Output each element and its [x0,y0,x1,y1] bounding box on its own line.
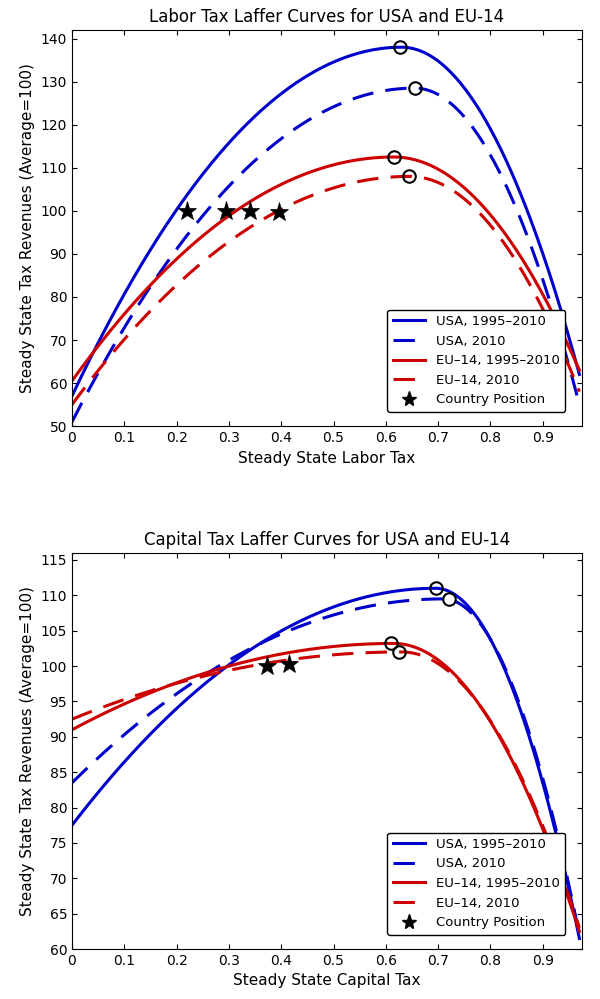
EU-14, 2010 [451,186,458,198]
USA, 1995-2010 [68,390,76,402]
USA, 2010 [410,82,418,94]
USA, 2010 [439,592,446,604]
EU-14, 1995-2010 [199,230,206,242]
Title: Capital Tax Laffer Curves for USA and EU-14: Capital Tax Laffer Curves for USA and EU… [144,530,510,548]
EU-14, 2010 [576,922,583,934]
X-axis label: Steady State Capital Tax: Steady State Capital Tax [233,973,421,988]
USA, 1995-2010 [398,41,405,53]
USA, 2010 [367,88,374,100]
USA, 2010 [367,599,374,611]
EU-14, 2010 [576,386,583,398]
EU-14, 1995-2010 [199,668,206,680]
USA, 2010 [407,594,415,606]
USA, 1995-2010 [158,716,166,728]
EU-14, 1995-2010 [298,644,305,656]
EU-14, 1995-2010 [367,638,374,650]
EU-14, 2010 [298,194,305,206]
USA, 1995-2010 [576,369,583,381]
EU-14, 1995-2010 [390,637,397,649]
USA, 1995-2010 [298,73,305,85]
USA, 2010 [199,210,206,222]
USA, 2010 [451,595,458,607]
USA, 2010 [68,416,76,428]
USA, 2010 [199,670,206,682]
USA, 1995-2010 [451,588,458,600]
EU-14, 1995-2010 [576,925,583,937]
USA, 2010 [158,698,166,710]
EU-14, 1995-2010 [576,365,583,377]
Y-axis label: Steady State Tax Revenues (Average=100): Steady State Tax Revenues (Average=100) [20,586,35,916]
USA, 1995-2010 [367,44,374,56]
USA, 1995-2010 [432,582,439,594]
EU-14, 1995-2010 [298,170,305,182]
EU-14, 1995-2010 [451,174,458,186]
USA, 2010 [576,929,583,941]
EU-14, 2010 [367,174,374,186]
EU-14, 2010 [68,399,76,411]
EU-14, 2010 [298,652,305,664]
USA, 2010 [298,619,305,631]
USA, 2010 [298,119,305,131]
EU-14, 2010 [451,670,458,682]
USA, 1995-2010 [68,819,76,831]
EU-14, 1995-2010 [68,375,76,387]
Line: EU-14, 1995-2010: EU-14, 1995-2010 [72,157,580,381]
EU-14, 2010 [406,171,413,183]
EU-14, 2010 [199,256,206,268]
EU-14, 2010 [199,670,206,682]
Line: USA, 2010: USA, 2010 [72,88,580,422]
Legend: USA, 1995–2010, USA, 2010, EU–14, 1995–2010, EU–14, 2010, Country Position: USA, 1995–2010, USA, 2010, EU–14, 1995–2… [387,310,565,412]
USA, 1995-2010 [407,583,415,595]
USA, 2010 [451,101,458,113]
USA, 1995-2010 [408,42,415,54]
Y-axis label: Steady State Tax Revenues (Average=100): Steady State Tax Revenues (Average=100) [20,63,35,393]
X-axis label: Steady State Labor Tax: Steady State Labor Tax [238,451,416,466]
EU-14, 1995-2010 [158,682,166,694]
EU-14, 2010 [158,681,166,693]
Line: EU-14, 2010: EU-14, 2010 [72,177,580,405]
Line: EU-14, 1995-2010: EU-14, 1995-2010 [72,643,580,931]
EU-14, 1995-2010 [68,723,76,735]
EU-14, 2010 [367,646,374,658]
USA, 2010 [407,82,415,94]
EU-14, 2010 [398,646,405,658]
Line: EU-14, 2010: EU-14, 2010 [72,652,580,928]
USA, 2010 [576,399,583,411]
EU-14, 1995-2010 [390,151,397,163]
USA, 2010 [68,777,76,789]
USA, 1995-2010 [158,226,166,238]
USA, 1995-2010 [199,169,206,181]
EU-14, 1995-2010 [158,268,166,280]
USA, 1995-2010 [298,614,305,626]
Legend: USA, 1995–2010, USA, 2010, EU–14, 1995–2010, EU–14, 2010, Country Position: USA, 1995–2010, USA, 2010, EU–14, 1995–2… [387,832,565,934]
USA, 1995-2010 [576,932,583,944]
Line: USA, 1995-2010: USA, 1995-2010 [72,47,580,396]
EU-14, 1995-2010 [408,640,415,652]
USA, 2010 [158,264,166,276]
EU-14, 2010 [68,713,76,725]
Title: Labor Tax Laffer Curves for USA and EU-14: Labor Tax Laffer Curves for USA and EU-1… [149,8,505,26]
EU-14, 1995-2010 [408,153,415,165]
EU-14, 2010 [158,294,166,306]
USA, 1995-2010 [367,589,374,601]
USA, 1995-2010 [451,71,458,83]
USA, 1995-2010 [199,679,206,691]
Line: USA, 1995-2010: USA, 1995-2010 [72,588,580,938]
Line: USA, 2010: USA, 2010 [72,598,580,935]
EU-14, 2010 [408,646,415,658]
EU-14, 1995-2010 [367,152,374,164]
EU-14, 2010 [408,171,415,183]
EU-14, 1995-2010 [451,668,458,680]
